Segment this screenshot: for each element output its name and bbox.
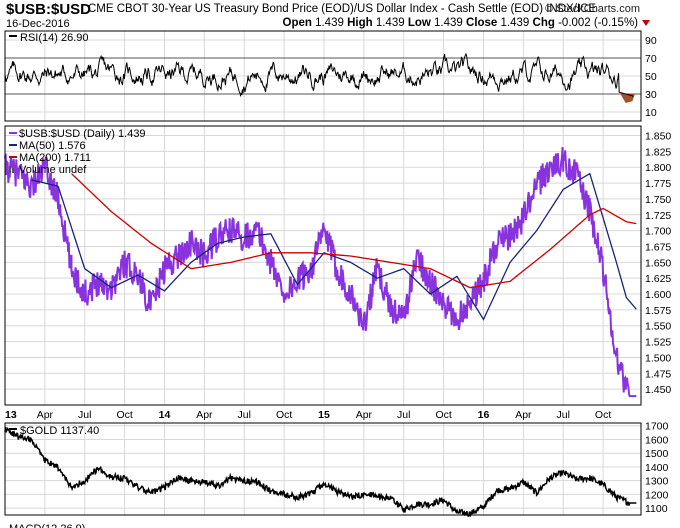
xtick-label-2: Jul: [78, 409, 91, 421]
price-ytick-label-9: 1.675: [645, 241, 671, 253]
ma50-line: [31, 172, 637, 321]
price-ytick-label-10: 1.700: [645, 226, 671, 238]
xtick-label-9: Apr: [356, 409, 373, 421]
price-ytick-label-2: 1.500: [645, 352, 671, 364]
rsi-oversold-fill: [620, 94, 636, 103]
xtick-label-13: Apr: [515, 409, 532, 421]
main-legend-label-1: MA(50) 1.576: [19, 140, 86, 152]
low-value: 1.439: [434, 17, 463, 29]
price-ytick-label-0: 1.450: [645, 384, 671, 396]
xtick-label-0: 13: [5, 409, 17, 421]
main-legend-swatch-0: [9, 132, 17, 134]
price-ytick-label-16: 1.850: [645, 131, 671, 143]
xtick-label-3: Oct: [116, 409, 132, 421]
price-ytick-label-3: 1.525: [645, 337, 671, 349]
rsi-legend-swatch: [9, 35, 17, 37]
gold-legend-label: $GOLD 1137.40: [20, 425, 99, 437]
xtick-label-5: Apr: [196, 409, 213, 421]
footer-partial-label: MACD(12,26,9) ...: [9, 523, 98, 528]
price-ytick-label-5: 1.575: [645, 305, 671, 317]
price-ytick-label-1: 1.475: [645, 368, 671, 380]
volume-bars-icon-bar: [12, 168, 14, 173]
price-ytick-label-15: 1.825: [645, 146, 671, 158]
open-value: 1.439: [315, 17, 344, 29]
xtick-label-10: Jul: [397, 409, 410, 421]
price-ytick-label-6: 1.600: [645, 289, 671, 301]
gold-ytick-label-1: 1200: [645, 489, 669, 501]
xtick-label-12: 16: [478, 409, 490, 421]
close-label: Close: [466, 17, 498, 29]
gold-line: [4, 426, 637, 518]
brand-watermark: © StockCharts.com: [545, 3, 640, 15]
gold-ytick-label-0: 1100: [645, 503, 668, 515]
xtick-label-8: 15: [318, 409, 330, 421]
rsi-ytick-label-0: 10: [645, 107, 657, 119]
xtick-label-14: Jul: [557, 409, 570, 421]
xtick-label-11: Oct: [435, 409, 451, 421]
chg-value: -0.002 (-0.15%): [558, 17, 638, 29]
xtick-label-4: 14: [159, 409, 171, 421]
main-legend-label-2: MA(200) 1.711: [19, 152, 91, 164]
main-legend-label-0: $USB:$USD (Daily) 1.439: [19, 128, 146, 140]
price-ytick-label-4: 1.550: [645, 321, 671, 333]
xtick-label-15: Oct: [595, 409, 611, 421]
down-arrow-icon: [642, 20, 650, 26]
price-line: [4, 147, 637, 398]
gold-frame: [4, 422, 642, 516]
main-legend-swatch-1: [9, 144, 17, 146]
price-ytick-label-11: 1.725: [645, 210, 671, 222]
gold-ytick-label-6: 1700: [645, 421, 669, 433]
main-legend-label-3: Volume undef: [19, 164, 87, 176]
price-ytick-label-14: 1.800: [645, 162, 671, 174]
xtick-label-1: Apr: [37, 409, 54, 421]
volume-bars-icon: [9, 166, 11, 173]
main-legend-swatch-2: [9, 156, 17, 158]
chg-label: Chg: [532, 17, 555, 29]
ma200-line: [71, 173, 637, 289]
gold-ytick-label-5: 1600: [645, 434, 669, 446]
rsi-ytick-label-4: 90: [645, 35, 657, 47]
high-value: 1.439: [375, 17, 405, 29]
price-ytick-label-13: 1.775: [645, 178, 671, 190]
chart-date: 16-Dec-2016: [6, 18, 70, 30]
rsi-legend-label: RSI(14) 26.90: [20, 32, 88, 44]
chart-description: CME CBOT 30-Year US Treasury Bond Price …: [88, 3, 597, 15]
chart-ticker: $USB:$USD: [6, 1, 92, 18]
price-ytick-label-8: 1.650: [645, 257, 671, 269]
low-label: Low: [407, 17, 431, 29]
gold-ytick-label-2: 1300: [645, 476, 669, 488]
rsi-ytick-label-1: 30: [645, 89, 657, 101]
high-label: High: [347, 17, 373, 29]
ohlc-summary: Open 1.439 High 1.439 Low 1.439 Close 1.…: [283, 17, 639, 29]
price-ytick-label-7: 1.625: [645, 273, 671, 285]
xtick-label-7: Oct: [276, 409, 292, 421]
open-label: Open: [282, 17, 312, 29]
close-value: 1.439: [500, 17, 530, 29]
price-frame: [4, 125, 642, 406]
gold-ytick-label-4: 1500: [645, 448, 669, 460]
price-ytick-label-12: 1.750: [645, 194, 671, 206]
rsi-ytick-label-2: 50: [645, 71, 657, 83]
gold-ytick-label-3: 1400: [645, 462, 669, 474]
rsi-line: [4, 52, 634, 98]
gold-legend-swatch: [9, 428, 17, 430]
rsi-frame: [4, 30, 642, 122]
rsi-ytick-label-3: 70: [645, 53, 657, 65]
xtick-label-6: Jul: [238, 409, 251, 421]
